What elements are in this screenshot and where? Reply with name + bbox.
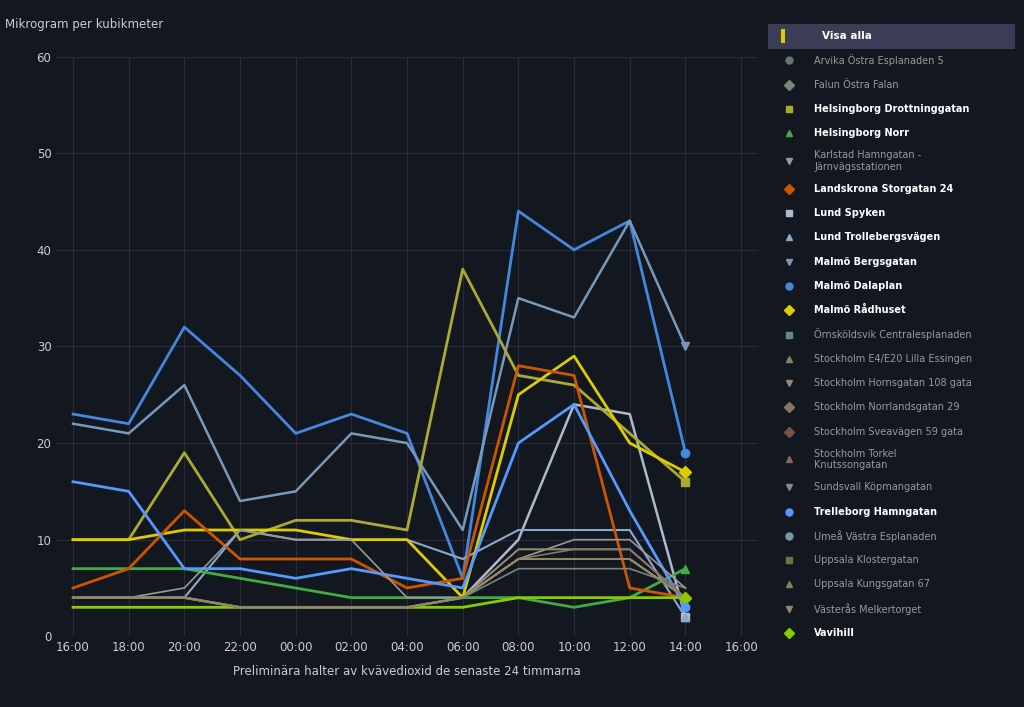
Bar bbox=[768, 25, 1015, 49]
Text: Stockholm Sveavägen 59 gata: Stockholm Sveavägen 59 gata bbox=[814, 426, 964, 436]
Text: Helsingborg Drottninggatan: Helsingborg Drottninggatan bbox=[814, 104, 970, 114]
Text: Stockholm Norrlandsgatan 29: Stockholm Norrlandsgatan 29 bbox=[814, 402, 959, 412]
Text: Lund Trollebergsvägen: Lund Trollebergsvägen bbox=[814, 233, 940, 243]
Text: Örnsköldsvik Centralesplanaden: Örnsköldsvik Centralesplanaden bbox=[814, 329, 972, 341]
Text: Falun Östra Falan: Falun Östra Falan bbox=[814, 80, 899, 90]
Text: Vavihill: Vavihill bbox=[814, 628, 855, 638]
Text: Landskrona Storgatan 24: Landskrona Storgatan 24 bbox=[814, 184, 953, 194]
Text: Stockholm Torkel
Knutssongatan: Stockholm Torkel Knutssongatan bbox=[814, 449, 897, 470]
Text: Arvika Östra Esplanaden 5: Arvika Östra Esplanaden 5 bbox=[814, 54, 944, 66]
X-axis label: Preliminära halter av kvävedioxid de senaste 24 timmarna: Preliminära halter av kvävedioxid de sen… bbox=[233, 665, 581, 678]
Text: Visa alla: Visa alla bbox=[822, 31, 871, 41]
Text: Malmö Bergsgatan: Malmö Bergsgatan bbox=[814, 257, 918, 267]
Text: Lund Spyken: Lund Spyken bbox=[814, 209, 886, 218]
Text: Stockholm Hornsgatan 108 gata: Stockholm Hornsgatan 108 gata bbox=[814, 378, 972, 388]
Text: Uppsala Kungsgatan 67: Uppsala Kungsgatan 67 bbox=[814, 579, 930, 590]
Text: Västerås Melkertorget: Västerås Melkertorget bbox=[814, 602, 922, 614]
Text: Sundsvall Köpmangatan: Sundsvall Köpmangatan bbox=[814, 482, 933, 492]
Text: Malmö Dalaplan: Malmö Dalaplan bbox=[814, 281, 902, 291]
Text: Helsingborg Norr: Helsingborg Norr bbox=[814, 128, 909, 138]
Text: Uppsala Klostergatan: Uppsala Klostergatan bbox=[814, 555, 919, 565]
Bar bbox=[781, 30, 785, 43]
Text: Umeå Västra Esplanaden: Umeå Västra Esplanaden bbox=[814, 530, 937, 542]
Text: Stockholm E4/E20 Lilla Essingen: Stockholm E4/E20 Lilla Essingen bbox=[814, 354, 973, 364]
Text: Trelleborg Hamngatan: Trelleborg Hamngatan bbox=[814, 507, 937, 517]
Text: Mikrogram per kubikmeter: Mikrogram per kubikmeter bbox=[5, 18, 164, 30]
Text: Malmö Rådhuset: Malmö Rådhuset bbox=[814, 305, 906, 315]
Text: Karlstad Hamngatan -
Järnvägsstationen: Karlstad Hamngatan - Järnvägsstationen bbox=[814, 151, 922, 172]
